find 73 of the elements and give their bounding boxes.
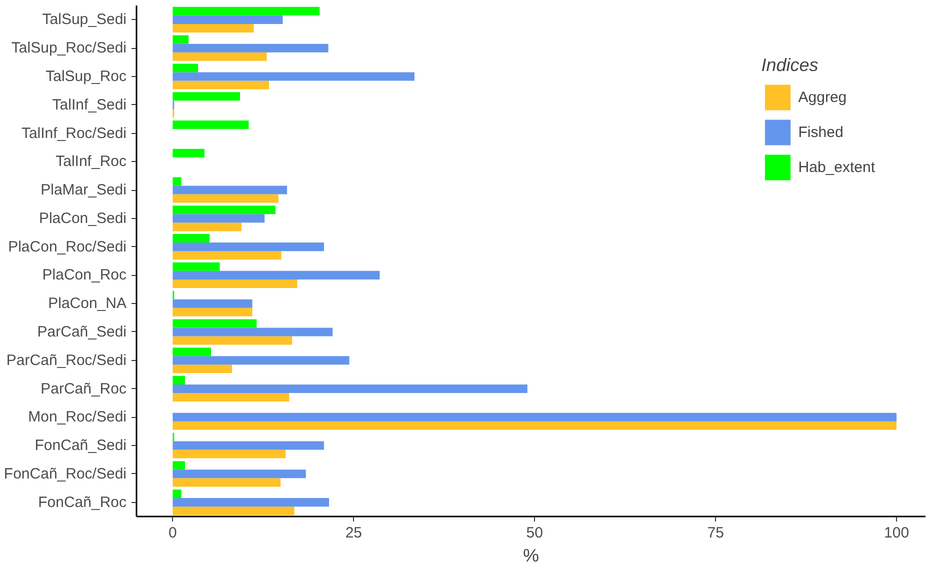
bar	[172, 6, 320, 16]
y-tick-label: PlaCon_Sedi	[38, 210, 126, 227]
y-tick-label: TalInf_Sedi	[52, 96, 126, 114]
bar	[172, 470, 306, 478]
bar	[172, 242, 324, 252]
bar	[172, 376, 185, 384]
bar	[172, 214, 265, 223]
y-tick-label: PlaCon_NA	[48, 295, 127, 312]
bar	[172, 498, 330, 507]
bar	[172, 336, 292, 345]
bar	[172, 364, 232, 374]
x-axis-title: %	[523, 546, 540, 566]
y-tick-label: TalSup_Roc/Sedi	[11, 40, 127, 57]
y-tick-label: TalInf_Roc	[56, 153, 127, 170]
bar	[172, 490, 182, 498]
bar	[172, 478, 281, 487]
bar	[172, 64, 198, 72]
bar	[172, 279, 298, 288]
y-tick-label: FonCañ_Roc	[38, 494, 127, 511]
bar	[172, 356, 350, 365]
bar	[172, 251, 282, 260]
legend-label: Hab_extent	[798, 158, 875, 176]
bar	[172, 384, 528, 394]
y-tick-label: PlaCon_Roc	[42, 266, 127, 284]
bar	[172, 328, 333, 336]
y-tick-label: ParCañ_Roc/Sedi	[6, 352, 127, 369]
bar	[172, 270, 380, 280]
y-tick-label: TalSup_Roc	[46, 68, 127, 85]
bar	[172, 234, 210, 243]
bar	[172, 348, 212, 356]
y-tick-label: FonCañ_Sedi	[34, 437, 127, 454]
y-tick-label: PlaCon_Roc/Sedi	[8, 238, 127, 256]
bar	[172, 194, 278, 203]
bar	[172, 441, 324, 450]
x-tick-label: 50	[526, 524, 543, 542]
y-tick-label: TalSup_Sedi	[42, 11, 127, 28]
x-tick-label: 0	[168, 524, 177, 542]
bar	[172, 262, 220, 271]
bar	[172, 80, 269, 90]
y-tick-label: Mon_Roc/Sedi	[28, 408, 127, 426]
bar	[172, 44, 328, 52]
bar	[172, 308, 252, 316]
bar	[172, 177, 182, 186]
x-tick-label: 25	[345, 524, 362, 542]
bar	[172, 206, 276, 214]
bar	[172, 412, 897, 422]
bar	[172, 461, 185, 470]
bar	[172, 450, 286, 458]
bar	[172, 186, 288, 194]
y-tick-label: ParCañ_Sedi	[37, 323, 127, 340]
bar	[172, 35, 189, 44]
x-tick-label: 75	[707, 524, 724, 542]
y-tick-label: TalInf_Roc/Sedi	[21, 124, 127, 142]
y-tick-label: FonCañ_Roc/Sedi	[4, 465, 127, 482]
bar	[172, 72, 414, 81]
bar	[172, 92, 240, 101]
y-tick-label: ParCañ_Roc	[40, 380, 127, 398]
bar	[172, 148, 205, 158]
bar	[172, 52, 267, 61]
bar	[172, 222, 242, 232]
bar	[172, 24, 254, 32]
legend-label: Aggreg	[798, 88, 847, 106]
bar	[172, 393, 290, 402]
bar	[172, 506, 294, 516]
bar	[172, 120, 249, 129]
x-tick-label: 100	[884, 524, 910, 542]
legend-label: Fished	[798, 124, 844, 140]
bar	[172, 299, 252, 308]
bar	[172, 421, 897, 430]
bar	[172, 15, 283, 24]
legend-title: Indices	[761, 55, 820, 76]
y-tick-label: PlaMar_Sedi	[40, 182, 127, 199]
bar	[172, 319, 257, 328]
